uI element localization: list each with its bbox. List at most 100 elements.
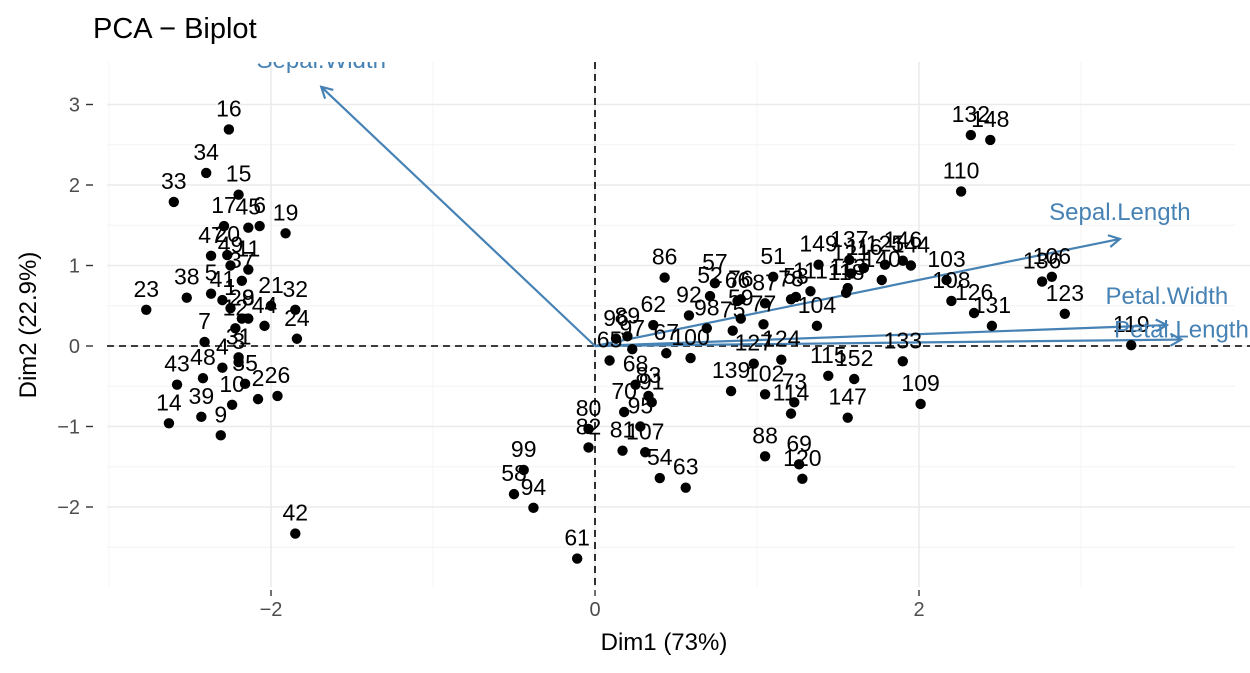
observation-label: 49 (218, 232, 244, 258)
observation-point (259, 320, 270, 332)
observation-point (905, 260, 917, 271)
observation-point (630, 379, 641, 390)
observation-label: 149 (799, 231, 837, 257)
observation-label: 78 (778, 265, 804, 291)
observation-label: 26 (265, 362, 291, 388)
observation-label: 31 (226, 323, 252, 349)
observation-label: 91 (639, 368, 665, 394)
observation-label: 16 (216, 95, 242, 121)
observation-point (196, 411, 207, 423)
observation-label: 116 (846, 234, 883, 260)
observation-label: 52 (697, 262, 723, 288)
observation-label: 95 (628, 393, 654, 419)
observation-label: 32 (283, 276, 309, 302)
observation-label: 99 (511, 436, 537, 462)
observation-point (236, 313, 248, 324)
observation-label: 6 (253, 192, 266, 218)
observation-label: 110 (943, 157, 980, 183)
x-tick-label: −2 (260, 599, 283, 621)
x-axis-title: Dim1 (73%) (601, 629, 728, 656)
observation-label: 67 (653, 319, 679, 345)
observation-label: 57 (702, 249, 728, 275)
observation-label: 61 (564, 525, 590, 551)
observation-label: 89 (615, 302, 641, 328)
observation-label: 144 (892, 232, 931, 258)
observation-label: 140 (863, 246, 901, 272)
observation-label: 96 (603, 305, 629, 331)
observation-point (789, 397, 800, 408)
observation-point (858, 262, 870, 274)
observation-point (218, 220, 230, 232)
observation-label: 131 (973, 292, 1011, 318)
observation-point (1059, 308, 1071, 319)
observation-label: 4 (216, 334, 229, 360)
observation-point (627, 344, 638, 355)
observation-point (265, 300, 277, 311)
observation-label: 100 (671, 324, 709, 350)
observation-point (646, 397, 657, 408)
observation-point (748, 358, 759, 369)
observation-point (622, 331, 633, 342)
x-tick-label: 0 (589, 599, 600, 621)
observation-label: 38 (174, 264, 200, 290)
observation-point (528, 502, 539, 514)
observation-label: 5 (205, 260, 218, 286)
observation-label: 43 (164, 351, 190, 377)
observation-label: 80 (576, 395, 602, 421)
observation-point (840, 287, 852, 299)
observation-point (965, 129, 977, 141)
observation-point (704, 290, 716, 302)
observation-point (243, 264, 254, 275)
observation-label: 53 (783, 263, 809, 289)
observation-point (661, 348, 672, 359)
observation-label: 102 (746, 360, 784, 386)
observation-point (941, 274, 952, 286)
observation-label: 104 (798, 292, 837, 318)
variable-arrow (594, 325, 1167, 348)
observation-label: 94 (521, 474, 547, 500)
observation-point (968, 307, 980, 319)
variable-arrow (321, 87, 596, 347)
observation-point (205, 288, 217, 299)
observation-label: 98 (694, 294, 720, 320)
observation-point (1126, 339, 1137, 351)
observation-label: 8 (242, 285, 255, 311)
observation-label: 152 (835, 345, 873, 371)
observation-point (805, 286, 816, 297)
observation-label: 106 (1033, 243, 1071, 269)
observation-point (683, 310, 695, 321)
observation-point (680, 482, 691, 493)
observation-label: 82 (576, 413, 602, 439)
observation-point (986, 320, 998, 332)
observation-point (654, 472, 665, 484)
observation-point (735, 313, 746, 324)
observation-label: 9 (214, 401, 227, 427)
observation-point (163, 418, 175, 429)
observation-point (985, 134, 996, 146)
observation-point (217, 362, 228, 373)
observation-label: 111 (793, 257, 828, 283)
observation-label: 124 (762, 326, 801, 352)
observation-point (205, 250, 217, 262)
variable-arrow (594, 239, 1120, 348)
y-tick-label: 3 (69, 95, 80, 117)
observation-point (648, 319, 659, 331)
observation-label: 125 (866, 231, 904, 257)
observation-label: 39 (189, 383, 215, 409)
observation-label: 12 (223, 294, 249, 320)
observation-point (685, 352, 696, 364)
observation-label: 24 (284, 305, 310, 331)
observation-point (701, 323, 712, 334)
observation-point (508, 488, 520, 500)
observation-label: 118 (828, 259, 865, 285)
observation-point (604, 355, 615, 366)
y-tick-label: 0 (69, 336, 80, 358)
observation-point (518, 464, 529, 476)
observation-label: 62 (641, 291, 667, 317)
observation-point (225, 302, 236, 314)
observation-label: 148 (971, 106, 1009, 132)
observation-point (280, 228, 291, 239)
x-axis-ticks: −2 0 2 (260, 590, 925, 621)
observation-label: 17 (211, 192, 237, 218)
observation-point (197, 373, 209, 384)
